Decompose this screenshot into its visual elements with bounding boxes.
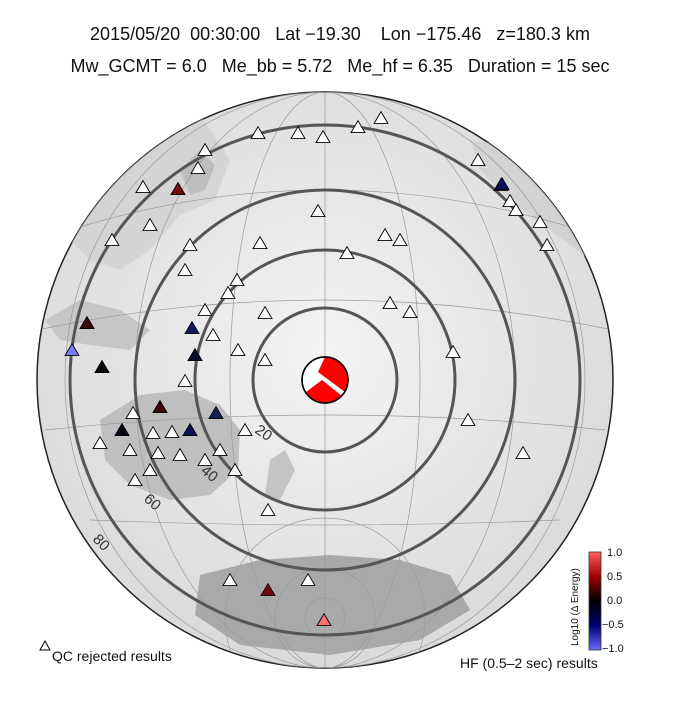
station-rejected-marker — [135, 179, 151, 194]
station-rejected-marker — [250, 125, 266, 140]
qc-rejected-label: QC rejected results — [52, 648, 172, 664]
station-result-marker — [152, 399, 168, 414]
station-rejected-marker — [197, 452, 213, 467]
station-rejected-marker — [122, 442, 138, 457]
station-result-marker — [170, 181, 186, 196]
station-rejected-marker — [164, 424, 180, 439]
station-rejected-marker — [257, 352, 273, 367]
station-rejected-marker — [172, 447, 188, 462]
station-rejected-marker — [104, 232, 120, 247]
station-rejected-marker — [229, 272, 245, 287]
station-rejected-marker — [230, 342, 246, 357]
land-antarctica — [195, 555, 470, 655]
station-rejected-marker — [127, 472, 143, 487]
station-rejected-marker — [382, 295, 398, 310]
colorbar-ticks: 1.0 0.5 0.0 −0.5 −1.0 — [602, 547, 624, 655]
station-rejected-marker — [182, 237, 198, 252]
cb-tick-4: −0.5 — [602, 619, 624, 631]
land-indonesia — [45, 300, 150, 350]
station-rejected-marker — [445, 344, 461, 359]
cb-tick-5: −1.0 — [602, 643, 624, 655]
ring-60 — [133, 188, 517, 572]
mechanism-compressional — [306, 356, 349, 403]
result-stations — [64, 176, 510, 627]
station-rejected-marker — [205, 327, 221, 342]
station-rejected-marker — [237, 422, 253, 437]
station-rejected-marker — [142, 462, 158, 477]
station-rejected-marker — [257, 305, 273, 320]
hf-results-label: HF (0.5–2 sec) results — [460, 655, 598, 671]
station-result-marker — [494, 176, 510, 191]
station-rejected-marker — [300, 572, 316, 587]
station-result-marker — [316, 612, 332, 627]
event-header-line-2: Mw_GCMT = 6.0 Me_bb = 5.72 Me_hf = 6.35 … — [70, 56, 610, 76]
cb-tick-2: 0.5 — [607, 571, 622, 583]
station-rejected-marker — [502, 193, 518, 208]
station-rejected-marker — [212, 442, 228, 457]
station-rejected-marker — [392, 232, 408, 247]
station-rejected-marker — [197, 302, 213, 317]
qc-rejected-icon — [39, 639, 51, 651]
station-result-marker — [182, 422, 198, 437]
station-result-marker — [79, 315, 95, 330]
station-rejected-marker — [339, 245, 355, 260]
station-rejected-marker — [377, 227, 393, 242]
station-rejected-marker — [177, 262, 193, 277]
land-new-zealand — [265, 450, 295, 500]
colorbar — [588, 551, 602, 651]
ring-20 — [251, 306, 399, 454]
station-rejected-marker — [315, 129, 331, 144]
station-rejected-marker — [145, 425, 161, 440]
station-rejected-marker — [350, 119, 366, 134]
event-header-line-1: 2015/05/20 00:30:00 Lat −19.30 Lon −175.… — [90, 24, 590, 44]
station-rejected-marker — [197, 142, 213, 157]
station-rejected-marker — [290, 125, 306, 140]
station-rejected-marker — [220, 285, 236, 300]
colorbar-title: Log10 (Δ Energy) — [570, 568, 581, 646]
station-result-marker — [114, 422, 130, 437]
ring-label-20: 20 — [252, 421, 275, 444]
station-result-marker — [94, 359, 110, 374]
station-rejected-marker — [532, 214, 548, 229]
station-rejected-marker — [470, 152, 486, 167]
station-rejected-marker — [142, 217, 158, 232]
station-result-marker — [208, 405, 224, 420]
distance-rings — [68, 123, 582, 637]
station-rejected-marker — [402, 304, 418, 319]
station-rejected-marker — [92, 435, 108, 450]
ring-40 — [193, 248, 457, 512]
station-rejected-marker — [508, 202, 524, 217]
focal-mechanism — [301, 356, 349, 404]
station-result-marker — [260, 582, 276, 597]
station-rejected-marker — [373, 110, 389, 125]
cb-tick-1: 1.0 — [607, 547, 622, 559]
station-result-marker — [184, 320, 200, 335]
station-rejected-marker — [227, 462, 243, 477]
station-rejected-marker — [260, 502, 276, 517]
station-rejected-marker — [460, 412, 476, 427]
station-rejected-marker — [515, 445, 531, 460]
station-result-marker — [187, 347, 203, 362]
station-rejected-marker — [190, 160, 206, 175]
cb-tick-3: 0.0 — [607, 595, 622, 607]
station-rejected-marker — [125, 405, 141, 420]
station-rejected-marker — [539, 237, 555, 252]
station-rejected-marker — [177, 373, 193, 388]
station-result-marker — [64, 342, 80, 357]
station-rejected-marker — [310, 203, 326, 218]
station-rejected-marker — [252, 235, 268, 250]
station-rejected-marker — [150, 445, 166, 460]
ring-80 — [68, 123, 582, 637]
station-rejected-marker — [222, 572, 238, 587]
